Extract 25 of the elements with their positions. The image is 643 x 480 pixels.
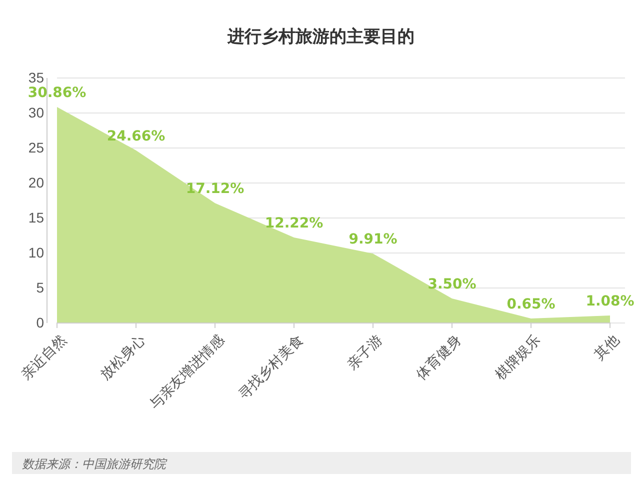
- y-tick-label: 0: [36, 314, 44, 330]
- x-tick-label: 亲近自然: [18, 331, 69, 382]
- source-note: 数据来源：中国旅游研究院: [22, 457, 168, 471]
- x-tick-label: 寻找乡村美食: [235, 331, 306, 402]
- y-tick-label: 30: [28, 104, 44, 120]
- data-label: 12.22%: [264, 215, 324, 232]
- chart-title: 进行乡村旅游的主要目的: [226, 27, 414, 47]
- x-tick-label: 体育健身: [412, 331, 464, 382]
- data-label: 1.08%: [586, 293, 634, 310]
- y-tick-label: 5: [36, 279, 44, 296]
- y-tick-label: 25: [28, 139, 44, 156]
- y-tick-label: 10: [28, 244, 44, 260]
- data-label: 3.50%: [428, 276, 476, 292]
- x-tick-label: 棋牌娱乐: [492, 331, 543, 382]
- data-label: 9.91%: [348, 232, 398, 248]
- x-tick-label: 放松身心: [96, 331, 148, 382]
- x-tick-label: 亲子游: [344, 331, 385, 372]
- y-tick-label: 20: [28, 174, 44, 190]
- x-tick-label: 与亲友增进情感: [146, 331, 227, 412]
- data-label: 30.86%: [28, 84, 86, 101]
- y-tick-label: 15: [28, 209, 44, 226]
- data-label: 24.66%: [106, 128, 166, 144]
- x-tick-label: 其他: [590, 331, 622, 363]
- data-label: 0.65%: [506, 296, 556, 312]
- y-tick-label: 35: [28, 69, 44, 86]
